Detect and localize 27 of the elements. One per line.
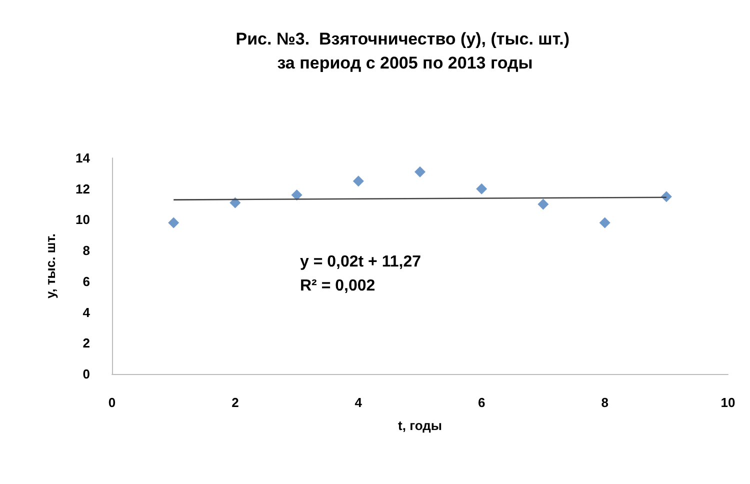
point — [291, 190, 302, 201]
x-tick-label: 0 — [108, 395, 116, 410]
annotation: R² = 0,002 — [300, 278, 376, 294]
point — [599, 217, 610, 228]
y-tick-label: 12 — [76, 181, 90, 196]
point — [168, 217, 180, 228]
y-tick-label: 2 — [82, 336, 90, 351]
y-tick-label: 14 — [76, 150, 91, 166]
x-tick-label: 4 — [354, 395, 363, 410]
point — [538, 198, 549, 210]
point — [414, 166, 426, 178]
y-tick-label: 4 — [82, 304, 91, 320]
x-axis-title: t, годы — [398, 418, 442, 433]
x-tick-label: 8 — [601, 395, 608, 410]
point — [476, 183, 488, 194]
point — [352, 176, 364, 187]
y-tick-label: 10 — [76, 212, 90, 228]
annotation: y = 0,02t + 11,27 — [300, 254, 422, 270]
chart-title: Рис. №3. Взяточничество (y), (тыс. шт.) за период с 2005 по 2013 годы — [236, 30, 574, 72]
x-tick-label: 10 — [720, 395, 736, 410]
y-tick-label: 6 — [82, 274, 90, 289]
point — [230, 197, 241, 208]
y-axis-title: y, тыс. шт. — [43, 233, 58, 299]
x-tick-label: 6 — [478, 395, 486, 410]
y-tick-label: 8 — [82, 243, 90, 258]
x-tick-label: 2 — [232, 395, 239, 410]
y-tick-label: 0 — [82, 366, 90, 382]
